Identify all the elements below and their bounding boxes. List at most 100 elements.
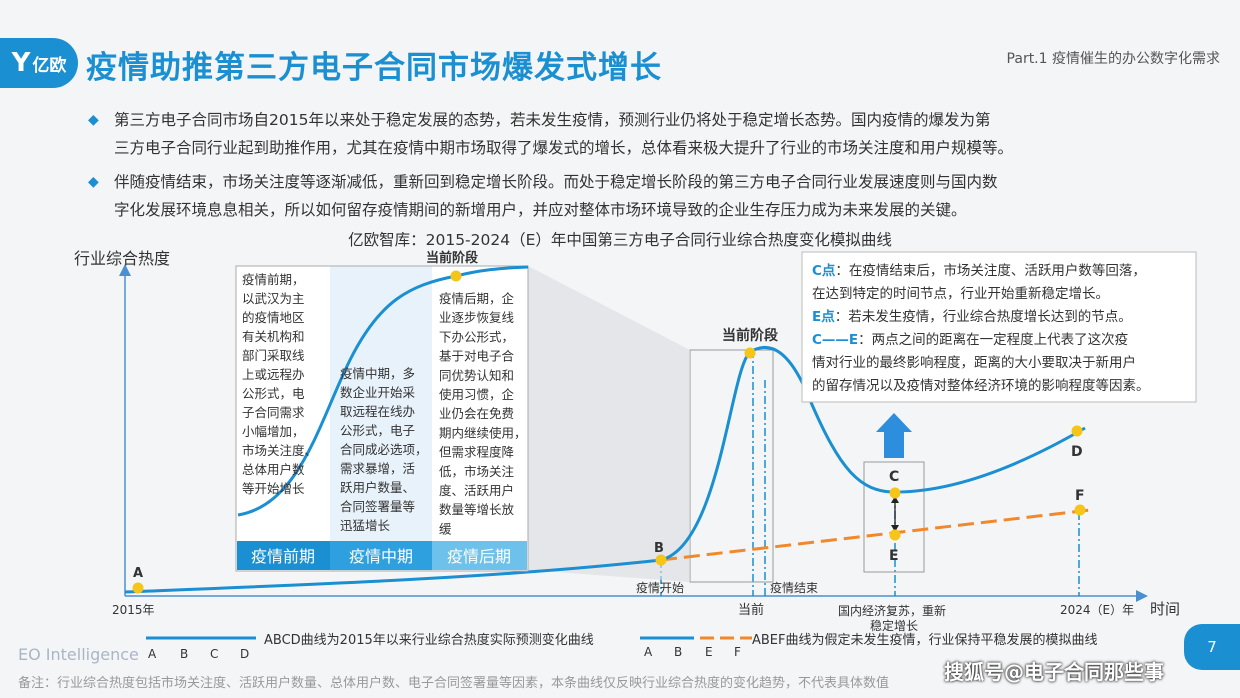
inset-late-text-line: 疫情后期，企 [439, 291, 515, 306]
phase-late-label: 疫情后期 [447, 547, 511, 566]
inset-early-text-line: 部门采取线 [242, 348, 305, 363]
recovery-label-1: 国内经济复苏，重新 [838, 603, 946, 618]
logo: Y 亿欧 [0, 38, 78, 88]
inset-late-text-line: 但需求程度降 [439, 445, 515, 460]
info-e: E点：若未发生疫情，行业综合热度增长达到的节点。 [812, 308, 1132, 325]
info-e-key: E点 [812, 308, 835, 325]
y-axis-label: 行业综合热度 [74, 249, 170, 268]
legend-abcd-text: ABCD曲线为2015年以来行业综合热度实际预测变化曲线 [264, 632, 594, 648]
inset-late-text-line: 业逐步恢复线 [439, 310, 515, 325]
point-peak [744, 347, 756, 359]
y-axis-arrow-icon [119, 264, 131, 276]
inset-late-text-line: 业仍会在免费 [439, 406, 514, 421]
phase-late-tab [432, 541, 527, 570]
x-axis-label: 时间 [1150, 600, 1180, 618]
info-c-key: C点 [812, 262, 836, 279]
point-b [655, 554, 667, 566]
info-ce-key: C——E [812, 332, 858, 348]
gap-arrow-up-icon [891, 496, 899, 503]
inset-early-text-line: 公形式，电 [242, 386, 305, 401]
x-tick-current: 当前 [738, 602, 764, 618]
current-stage-label: 当前阶段 [722, 327, 778, 344]
diamond-icon: ◆ [88, 174, 99, 190]
inset-early-text-line: 市场关注度、 [242, 443, 317, 458]
abef-curve [660, 508, 1091, 562]
inset-late-text-line: 缓 [439, 521, 452, 536]
point-b-label: B [654, 541, 664, 556]
phase-early-label: 疫情前期 [251, 547, 315, 566]
info-ce-line1: ：两点之间的距离在一定程度上代表了这次疫 [858, 331, 1128, 348]
gap-box [863, 461, 925, 573]
epidemic-end-label: 疫情结束 [770, 580, 818, 595]
inset-late-text-line: 同优势认知和 [439, 368, 514, 383]
info-e-line1: ：若未发生疫情，行业综合热度增长达到的节点。 [835, 309, 1132, 325]
inset-early-text-line: 疫情前期， [242, 272, 305, 287]
inset-early-text-line: 有关机构和 [242, 329, 305, 344]
page-number: 7 [1184, 624, 1240, 670]
page-title: 疫情助推第三方电子合同市场爆发式增长 [86, 50, 662, 86]
watermark: 搜狐号@电子合同那些事 [944, 660, 1164, 684]
point-f-label: F [1075, 488, 1085, 504]
legend-abcd-letter-c: C [210, 647, 218, 661]
inset-late-text-line: 使用习惯，企 [439, 387, 515, 402]
point-c [889, 487, 901, 499]
inset-early-text-line: 上或远程办 [242, 367, 305, 382]
inset-mid-text-line: 跃用户数量、 [340, 480, 415, 495]
logo-y-icon: Y [11, 48, 31, 78]
zoom-wedge [528, 266, 690, 582]
legend-abcd-letter-a: A [148, 647, 157, 661]
bullet-1-line2: 三方电子合同行业起到助推作用，尤其在疫情中期市场取得了爆发式的增长，总体看来极大… [114, 139, 1014, 157]
inset-mid-text-line: 迅猛增长 [340, 518, 391, 533]
point-a [132, 582, 144, 594]
legend-abef-letter-a: A [644, 645, 653, 659]
logo-text: 亿欧 [32, 55, 67, 76]
diamond-icon: ◆ [88, 112, 99, 128]
inset-curve [237, 265, 529, 517]
info-box: C点：在疫情结束后，市场关注度、活跃用户数等回落， 在达到特定的时间节点，行业开… [801, 251, 1197, 403]
inset-early-text-line: 的疫情地区 [242, 310, 305, 325]
x-tick-start: 2015年 [112, 603, 155, 617]
inset-late-text-line: 度、活跃用户 [439, 483, 514, 498]
inset-late-text-line: 基于对电子合 [439, 349, 515, 364]
phase-early-tab [237, 541, 330, 570]
x-axis-arrow-icon [1136, 590, 1148, 602]
info-c-line2: 在达到特定的时间节点，行业开始重新稳定增长。 [812, 286, 1109, 302]
recovery-label-2: 稳定增长 [870, 618, 918, 633]
big-up-arrow-icon [876, 413, 912, 458]
inset-early-text: 疫情前期， 以武汉为主的疫情地区有关机构和部门采取线上或远程办公形式，电子合同需求… [242, 272, 317, 496]
inset-mid-text-line: 公形式，电子 [340, 423, 415, 438]
bullet-2-line2: 字化发展环境息息相关，所以如何留存疫情期间的新增用户，并应对整体市场环境导致的企… [114, 201, 967, 219]
point-e-label: E [889, 548, 899, 564]
legend-abcd-letter-b: B [180, 647, 188, 661]
inset-late-text-line: 数量等增长放 [439, 502, 515, 517]
gap-arrow-down-icon [891, 525, 899, 532]
legend-abef-text: ABEF曲线为假定未发生疫情，行业保持平稳发展的模拟曲线 [752, 632, 1098, 648]
inset-early-text-line: 总体用户数 [242, 462, 305, 477]
phase-mid-tab [330, 541, 432, 570]
legend-abef-letter-f: F [734, 645, 741, 659]
epidemic-start-label: 疫情开始 [636, 580, 684, 595]
point-e [889, 529, 901, 541]
chart-title: 亿欧智库：2015-2024（E）年中国第三方电子合同行业综合热度变化模拟曲线 [348, 231, 892, 249]
info-ce: C——E：两点之间的距离在一定程度上代表了这次疫 [812, 331, 1128, 348]
inset-late-text-line: 低，市场关注 [439, 464, 515, 479]
info-c-line1: ：在疫情结束后，市场关注度、活跃用户数等回落， [835, 262, 1146, 279]
x-tick-end: 2024（E）年 [1060, 603, 1134, 617]
bullet-2-line1: 伴随疫情结束，市场关注度等逐渐减低，重新回到稳定增长阶段。而处于稳定增长阶段的第… [114, 173, 998, 191]
inset-panel: 当前阶段 疫情前期， 以武汉为主的疫情地区有关机构和部门采取线上或远程办公形式，电… [235, 250, 529, 572]
legend-abef-letter-e: E [705, 645, 713, 659]
inset-late-text-line: 期内继续使用， [439, 425, 527, 440]
inset-mid-text-line: 需求暴增，活 [340, 461, 415, 476]
inset-mid-text-line: 合同签署量等 [340, 499, 415, 514]
inset-late-text-line: 下办公形式， [439, 329, 514, 344]
inset-early-text-line: 等开始增长 [242, 481, 305, 496]
inset-early-text-line: 子合同需求 [242, 405, 305, 420]
footnote: 备注：行业综合热度包括市场关注度、活跃用户数量、总体用户数、电子合同签署量等因素… [18, 676, 890, 691]
point-f [1074, 504, 1086, 516]
phase-mid-label: 疫情中期 [349, 547, 413, 566]
inset-early-text-line: 小幅增加， [242, 424, 305, 439]
inset-early-text-line: 以武汉为主 [242, 291, 305, 306]
bullet-1-line1: 第三方电子合同市场自2015年以来处于稳定发展的态势，若未发生疫情，预测行业仍将… [114, 111, 991, 129]
